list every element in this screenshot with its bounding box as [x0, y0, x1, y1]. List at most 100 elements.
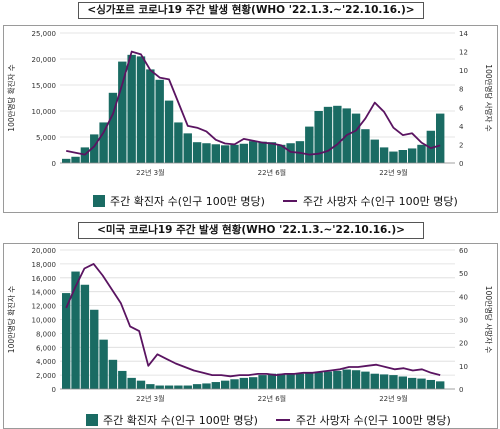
bar	[164, 385, 174, 389]
bar	[277, 144, 286, 163]
chart-legend: 주간 확진자 수(인구 100만 명당) 주간 사망자 수(인구 100만 명당)	[86, 412, 451, 428]
chart-title: <싱가포르 코로나19 주간 발생 현황(WHO '22.1.3.~'22.10…	[78, 2, 424, 19]
bar	[426, 130, 436, 163]
y-tick-label-right: 8	[459, 86, 463, 94]
y-tick-label-right: 4	[459, 123, 464, 131]
chart-legend: 주간 확진자 수(인구 100만 명당) 주간 사망자 수(인구 100만 명당)	[93, 193, 458, 209]
chart-frame	[3, 25, 498, 213]
y-tick-label-left: 18,000	[32, 261, 57, 269]
bar	[389, 151, 398, 163]
y-tick-label-right: 2	[459, 141, 463, 149]
bar	[211, 382, 220, 389]
x-tick-label: 22년 3월	[136, 394, 164, 403]
bar	[71, 271, 80, 389]
bar	[108, 92, 118, 163]
bar	[342, 369, 351, 389]
y-tick-label-right: 40	[459, 293, 468, 301]
chart-title: <미국 코로나19 주간 발생 현황(WHO '22.1.3.~'22.10.1…	[78, 222, 424, 239]
y-tick-label-right: 0	[459, 160, 463, 168]
y-axis-title-right: 100만명당 사망자 수	[484, 286, 494, 353]
series-line	[65, 263, 441, 378]
bar	[202, 383, 211, 389]
y-tick-label-left: 10,000	[32, 108, 57, 116]
bar	[183, 385, 192, 389]
legend-bar-swatch	[93, 195, 105, 207]
y-tick-label-left: 6,000	[36, 344, 56, 352]
legend-line-swatch	[282, 200, 297, 202]
bar	[417, 144, 426, 163]
x-tick-label: 22년 3월	[136, 168, 164, 177]
y-tick-label-left: 8,000	[36, 330, 56, 338]
bar	[239, 143, 249, 163]
bar	[286, 143, 295, 163]
bar	[370, 139, 379, 163]
y-axis-title-right: 100만명당 사망자 수	[484, 64, 494, 131]
bar	[333, 105, 342, 163]
bar	[379, 147, 389, 163]
bar	[398, 376, 407, 389]
bar	[108, 359, 118, 389]
bar	[192, 384, 202, 389]
legend-line-swatch	[275, 419, 290, 421]
bar	[62, 293, 71, 389]
x-tick-label: 22년 6월	[258, 394, 286, 403]
chart-plot-usa: 0 2,000 4,000 6,000 8,000 10,000 12,000 14,000 1…	[6, 247, 494, 403]
bar	[267, 373, 277, 389]
bar	[323, 371, 333, 389]
x-tick-label: 22년 6월	[258, 168, 286, 177]
y-tick-label-left: 16,000	[32, 275, 57, 283]
bar	[155, 385, 164, 389]
bar	[118, 370, 127, 389]
bar	[370, 373, 379, 389]
bar	[361, 371, 370, 389]
bar	[379, 374, 389, 389]
bar	[146, 384, 155, 389]
legend-bar-label: 주간 확진자 수(인구 100만 명당)	[103, 414, 258, 427]
bar	[323, 106, 333, 163]
y-axis-title-left: 100만명당 확진자 수	[6, 286, 16, 353]
bar	[407, 148, 417, 163]
bar	[202, 143, 211, 163]
y-tick-label-right: 12	[459, 49, 468, 57]
bar	[127, 377, 136, 389]
bar	[99, 122, 108, 163]
bar	[258, 141, 267, 163]
bar	[305, 373, 314, 389]
legend-line-label: 주간 사망자 수(인구 100만 명당)	[302, 195, 458, 208]
bar	[333, 370, 342, 389]
bar	[295, 373, 305, 389]
legend-bar-swatch	[86, 414, 98, 426]
bar	[351, 370, 361, 389]
y-tick-label-right: 0	[459, 386, 463, 394]
bar	[230, 144, 239, 163]
bar	[305, 126, 314, 163]
bar	[426, 379, 436, 389]
y-tick-label-right: 60	[459, 247, 468, 255]
bar	[361, 129, 370, 163]
chart-plot-singapore: 0 5,000 10,000 15,000 20,000 25,000 0 2 4 6 8 10 12 1…	[6, 30, 494, 177]
bar	[267, 142, 277, 163]
y-tick-label-right: 6	[459, 104, 464, 112]
y-tick-label-left: 25,000	[32, 30, 57, 38]
bar	[436, 113, 445, 163]
y-tick-label-left: 4,000	[36, 358, 56, 366]
y-tick-label-right: 10	[459, 67, 468, 75]
bar	[314, 372, 323, 389]
bar	[127, 54, 136, 164]
x-tick-label: 22년 9월	[379, 168, 407, 177]
bar	[417, 378, 426, 389]
bar	[220, 380, 230, 389]
bar	[183, 133, 192, 163]
y-tick-label-left: 2,000	[36, 372, 56, 380]
bar	[249, 377, 258, 389]
y-tick-label-left: 10,000	[32, 317, 57, 325]
bar	[136, 56, 146, 163]
bar	[155, 79, 164, 163]
y-tick-label-left: 20,000	[32, 247, 57, 255]
bar	[99, 339, 108, 389]
bar	[230, 379, 239, 389]
bar	[71, 156, 80, 163]
bar	[314, 111, 323, 163]
bar	[174, 385, 183, 389]
bar	[351, 113, 361, 163]
